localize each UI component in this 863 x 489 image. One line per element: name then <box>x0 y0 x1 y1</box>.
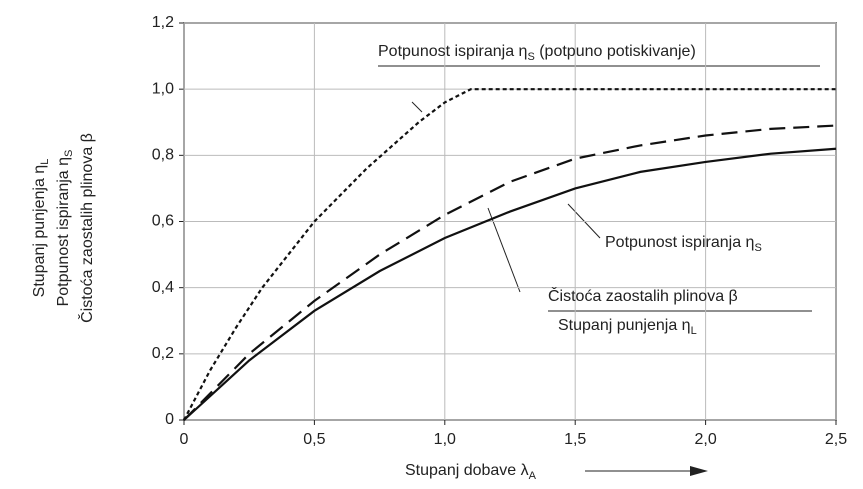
pointer <box>411 101 423 113</box>
annotation-text: Potpunost ispiranja η <box>378 43 527 60</box>
x-axis-label-sub: A <box>529 470 537 482</box>
y-axis-label-text: Čistoća zaostalih plinova β <box>77 133 96 323</box>
y-tick-label: 0,2 <box>152 345 174 362</box>
y-tick-label: 0,8 <box>152 147 174 164</box>
annotation: Stupanj punjenja ηL <box>558 317 697 337</box>
y-tick-label: 0 <box>165 411 174 428</box>
y-axis-label-sub: L <box>39 159 51 165</box>
y-tick-label: 1,2 <box>152 14 174 31</box>
y-axis-label: Čistoća zaostalih plinova β <box>77 133 96 323</box>
axis-arrow-head <box>690 466 708 476</box>
y-axis-label: Potpunost ispiranja ηS <box>55 150 75 307</box>
series-line <box>183 88 836 421</box>
x-axis-label-text: Stupanj dobave λ <box>405 462 529 479</box>
x-tick-label: 0,5 <box>303 431 325 448</box>
x-axis-label: Stupanj dobave λA <box>405 462 537 482</box>
y-axis-label-text: Potpunost ispiranja η <box>55 157 72 306</box>
y-axis-label-text: Stupanj punjenja η <box>31 165 48 298</box>
annotation: Potpunost ispiranja ηS (potpuno potiskiv… <box>378 43 696 63</box>
y-tick-label: 1,0 <box>152 80 174 97</box>
annotation-text: Potpunost ispiranja η <box>605 234 754 251</box>
series-line <box>183 124 837 421</box>
annotation: Čistoća zaostalih plinova β <box>548 286 738 305</box>
x-tick-label: 2,5 <box>825 431 847 448</box>
annotation-sub: L <box>691 325 697 337</box>
annotation-text: Čistoća zaostalih plinova β <box>548 286 738 305</box>
x-tick-label: 1,0 <box>434 431 456 448</box>
annotation-tail: (potpuno potiskivanje) <box>535 43 696 60</box>
y-axis-label: Stupanj punjenja ηL <box>31 159 51 298</box>
y-axis-label-sub: S <box>63 150 75 157</box>
annotation-sub: S <box>754 242 761 254</box>
series-line <box>183 147 837 421</box>
annotation: Potpunost ispiranja ηS <box>605 234 762 254</box>
annotation-text: Stupanj punjenja η <box>558 317 691 334</box>
y-tick-label: 0,6 <box>152 213 174 230</box>
x-tick-label: 0 <box>180 431 189 448</box>
pointer <box>487 207 521 293</box>
x-tick-label: 1,5 <box>564 431 586 448</box>
y-tick-label: 0,4 <box>152 279 174 296</box>
x-tick-label: 2,0 <box>694 431 716 448</box>
annotation-sub: S <box>527 51 534 63</box>
